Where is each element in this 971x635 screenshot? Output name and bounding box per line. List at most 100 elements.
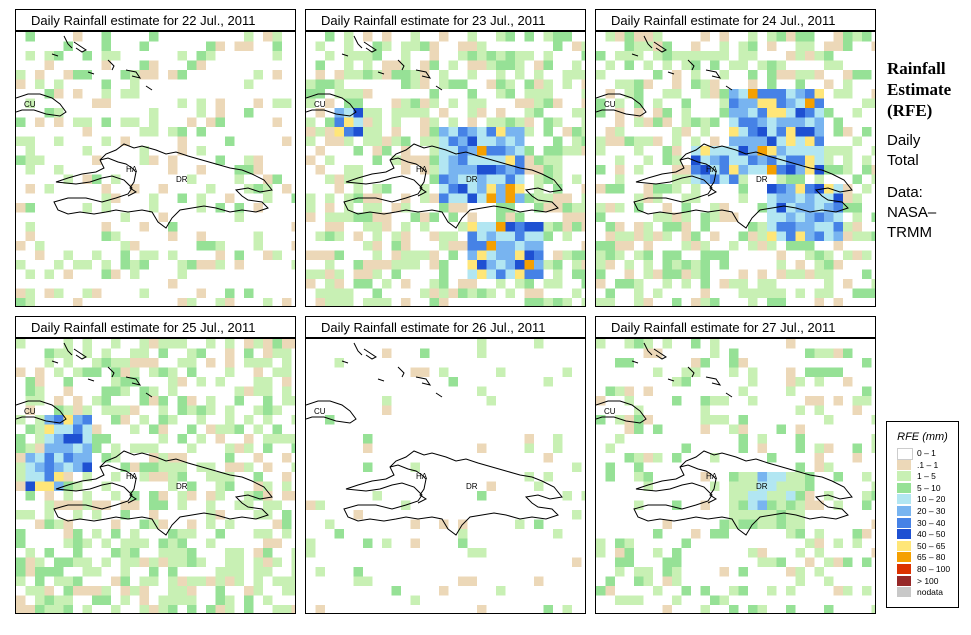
rain-cell — [615, 434, 625, 444]
rain-cell — [130, 424, 140, 434]
label-dominican-republic: DR — [756, 175, 768, 184]
rain-cell — [187, 60, 197, 70]
legend-label: .1 – 1 — [917, 459, 939, 470]
rain-cell — [92, 424, 102, 434]
rain-cell — [757, 60, 767, 70]
rain-cell — [73, 548, 83, 558]
rain-cell — [187, 405, 197, 415]
rain-cell — [596, 51, 606, 61]
rain-cell — [805, 117, 815, 127]
rain-cell — [776, 481, 786, 491]
rain-cell — [458, 184, 468, 194]
rain-cell — [382, 212, 392, 222]
rain-cell — [852, 203, 862, 213]
rain-cell — [101, 557, 111, 567]
rain-cell — [92, 595, 102, 605]
rain-cell — [700, 358, 710, 368]
rain-cell — [852, 212, 862, 222]
rain-cell — [729, 136, 739, 146]
rain-cell — [776, 424, 786, 434]
rain-cell — [738, 443, 748, 453]
rain-cell — [662, 146, 672, 156]
rain-cell — [215, 298, 225, 306]
rain-cell — [653, 212, 663, 222]
rain-cell — [54, 434, 64, 444]
rain-cell — [429, 212, 439, 222]
rain-cell — [681, 279, 691, 289]
rain-cell — [596, 269, 606, 279]
rain-cell — [543, 453, 553, 463]
rain-cell — [496, 108, 506, 118]
rain-cell — [824, 79, 834, 89]
rain-cell — [16, 79, 26, 89]
rain-cell — [748, 98, 758, 108]
hispaniola-coastline — [53, 450, 273, 536]
rain-cell — [73, 70, 83, 80]
rain-cell — [168, 576, 178, 586]
rain-cell — [843, 279, 853, 289]
rain-cell — [624, 41, 634, 51]
rain-cell — [63, 481, 73, 491]
rain-cell — [92, 586, 102, 596]
rain-cell — [524, 222, 534, 232]
rain-cell — [282, 367, 292, 377]
rain-cell — [363, 212, 373, 222]
rain-cell — [515, 260, 525, 270]
rain-cell — [372, 222, 382, 232]
rain-cell — [263, 481, 273, 491]
rain-cell — [196, 377, 206, 387]
rain-cell — [158, 434, 168, 444]
rain-cell — [795, 288, 805, 298]
rain-cell — [562, 367, 572, 377]
rain-cell — [795, 472, 805, 482]
rain-cell — [738, 127, 748, 137]
rain-cell — [543, 605, 553, 613]
rain-cell — [653, 32, 663, 42]
rain-cell — [234, 174, 244, 184]
rain-cell — [73, 481, 83, 491]
rain-cell — [662, 184, 672, 194]
rain-cell — [710, 212, 720, 222]
rain-cell — [805, 269, 815, 279]
legend-swatch — [897, 482, 911, 493]
rain-cell — [206, 405, 216, 415]
rain-cell — [795, 203, 805, 213]
rain-cell — [315, 269, 325, 279]
rain-cell — [524, 98, 534, 108]
rain-cell — [82, 288, 92, 298]
rain-cell — [467, 98, 477, 108]
rain-cell — [738, 491, 748, 501]
rain-cell — [795, 51, 805, 61]
rain-cell — [16, 136, 26, 146]
rain-cell — [767, 298, 777, 306]
rain-cell — [168, 386, 178, 396]
island-coastline — [125, 376, 142, 386]
rain-cell — [177, 595, 187, 605]
rain-cell — [534, 222, 544, 232]
rain-cell — [805, 98, 815, 108]
rain-cell — [101, 396, 111, 406]
rain-cell — [467, 250, 477, 260]
rain-cell — [344, 212, 354, 222]
rain-cell — [643, 472, 653, 482]
rain-cell — [814, 396, 824, 406]
rain-cell — [410, 108, 420, 118]
rain-cell — [334, 529, 344, 539]
rain-cell — [196, 348, 206, 358]
rain-cell — [111, 386, 121, 396]
rain-cell — [315, 288, 325, 298]
rain-cell — [54, 519, 64, 529]
rain-cell — [139, 155, 149, 165]
rain-cell — [263, 491, 273, 501]
rainfall-map: CU HA DR — [595, 338, 876, 614]
rain-cell — [824, 557, 834, 567]
rain-cell — [120, 462, 130, 472]
rain-cell — [35, 576, 45, 586]
rain-cell — [363, 108, 373, 118]
rain-cell — [477, 339, 487, 349]
rain-cell — [158, 453, 168, 463]
rain-cell — [215, 510, 225, 520]
rain-cell — [363, 70, 373, 80]
rain-cell — [244, 41, 254, 51]
rain-cell — [767, 453, 777, 463]
